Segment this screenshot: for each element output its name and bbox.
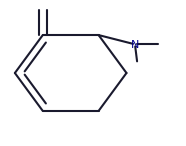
- Text: N: N: [131, 40, 140, 50]
